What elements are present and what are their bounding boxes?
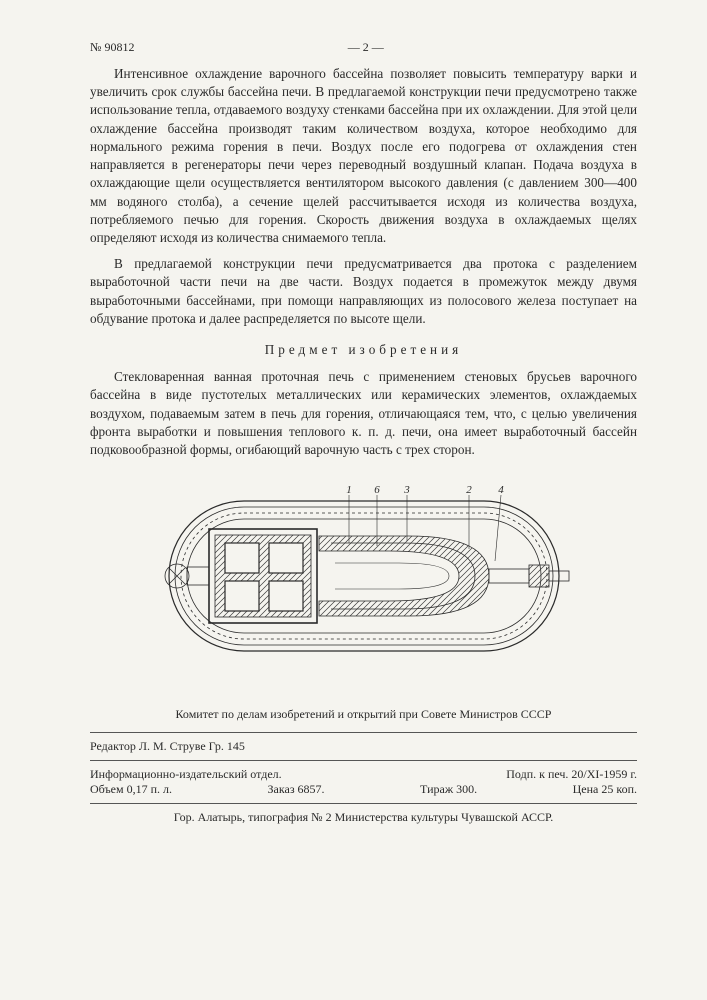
doc-number: № 90812 — [90, 40, 134, 55]
svg-text:4: 4 — [498, 484, 504, 496]
editor-line: Редактор Л. М. Струве Гр. 145 — [90, 739, 637, 754]
pub-date: Подп. к печ. 20/XI-1959 г. — [506, 767, 637, 782]
separator-1 — [90, 732, 637, 733]
figure-diagram: 1 6 3 2 4 — [90, 481, 637, 671]
separator-2 — [90, 760, 637, 761]
svg-text:1: 1 — [346, 484, 352, 496]
paragraph-1: Интенсивное охлаждение варочного бассейн… — [90, 65, 637, 247]
pub-order: Заказ 6857. — [268, 782, 325, 797]
pub-tirage: Тираж 300. — [420, 782, 477, 797]
svg-text:3: 3 — [403, 484, 410, 496]
pub-volume: Объем 0,17 п. л. — [90, 782, 172, 797]
committee-line: Комитет по делам изобретений и открытий … — [90, 707, 637, 722]
page-marker: — 2 — — [348, 40, 384, 55]
claim-title: Предмет изобретения — [90, 342, 637, 358]
separator-3 — [90, 803, 637, 804]
svg-text:6: 6 — [374, 484, 380, 496]
svg-text:2: 2 — [466, 484, 472, 496]
paragraph-2: В предлагаемой конструкции печи предусма… — [90, 255, 637, 328]
printer-line: Гор. Алатырь, типография № 2 Министерств… — [90, 810, 637, 825]
pub-dept: Информационно-издательский отдел. — [90, 767, 282, 782]
claim-text: Стекловаренная ванная проточная печь с п… — [90, 368, 637, 459]
pub-price: Цена 25 коп. — [573, 782, 637, 797]
